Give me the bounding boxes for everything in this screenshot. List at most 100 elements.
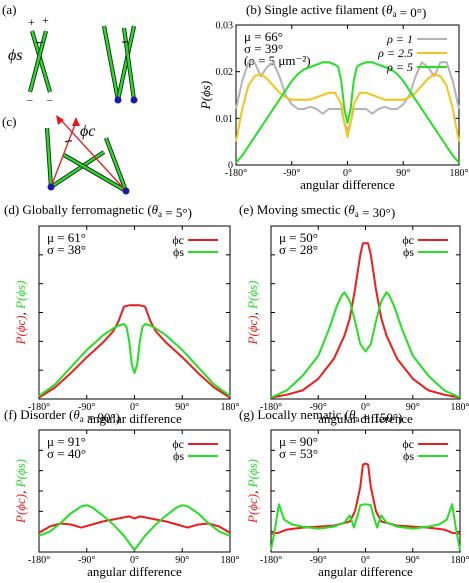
filament — [122, 27, 136, 101]
x-axis-label: angular difference — [318, 411, 413, 426]
panel-label: (d) — [4, 202, 22, 217]
y-axis-label: P(ϕs) — [198, 81, 213, 110]
x-tick-label: -180° — [260, 555, 282, 566]
title-text-part: = 5°) — [162, 205, 192, 220]
legend-label: ϕs — [403, 245, 414, 259]
annotation: μ = 61° — [47, 230, 86, 245]
plus-mark-2: + — [42, 13, 49, 27]
title-theta: θ — [152, 202, 159, 217]
panel-label: (g) — [239, 407, 257, 422]
series-line-ϕc — [270, 462, 461, 535]
filament — [63, 153, 127, 193]
arrowhead-icon — [56, 115, 64, 125]
y-tick-label: 0.01 — [216, 114, 234, 125]
y-axis-label: P(ϕc), P(ϕs) — [13, 281, 28, 346]
series-line-ϕs — [38, 323, 231, 397]
y-axis-label-part: P(ϕs) — [13, 459, 28, 488]
chart-title: (d) Globally ferromagnetic (θa = 5°) — [4, 202, 192, 220]
filament — [50, 150, 105, 189]
legend-label: ρ = 1 — [386, 32, 413, 46]
x-tick-label: 180° — [450, 168, 469, 179]
legend-label: ρ = 2.5 — [377, 46, 413, 60]
annotation: σ = 40° — [47, 446, 86, 461]
filament — [102, 25, 120, 101]
title-text-part: = 90°) — [84, 410, 120, 425]
chart-panel-b: (b) Single active filament (θa = 0°) -180… — [198, 2, 469, 192]
title-text-part: Globally ferromagnetic ( — [22, 202, 151, 217]
series-line-ϕc — [38, 515, 231, 534]
annotation: σ = 28° — [279, 242, 318, 257]
legend-label: ϕs — [173, 449, 184, 463]
y-axis-label-part: P(ϕc) — [13, 494, 28, 524]
legend-label: ϕc — [402, 437, 414, 451]
x-tick-label: -90° — [310, 402, 327, 413]
filament-group — [44, 115, 130, 195]
x-tick-label: 180° — [221, 402, 240, 413]
x-tick-label: -180° — [260, 402, 282, 413]
y-axis-label-part: P(ϕc) — [245, 494, 260, 524]
x-tick-label: 0° — [130, 555, 139, 566]
title-text-part: Moving smectic ( — [257, 202, 349, 217]
legend-label: ϕc — [172, 233, 184, 247]
y-axis-label-part: , — [13, 487, 28, 494]
series-line-ϕs — [270, 291, 461, 399]
x-tick-label: 90° — [396, 168, 410, 179]
y-axis-label: P(ϕc), P(ϕs) — [13, 459, 28, 524]
chart-title: (g) Locally nematic (θa = 150°) — [239, 407, 402, 425]
x-tick-label: 180° — [451, 402, 469, 413]
x-axis-label: angular difference — [87, 564, 182, 579]
plus-mark-1: + — [28, 15, 35, 29]
x-tick-label: 180° — [451, 555, 469, 566]
legend-label: ϕs — [173, 245, 184, 259]
annotation: σ = 39° — [244, 41, 283, 56]
x-axis-label: angular difference — [300, 177, 395, 192]
minus-mark-1: – — [26, 94, 33, 106]
filament-end-dot — [130, 96, 138, 104]
title-text-part: = 0°) — [396, 5, 426, 20]
title-theta-sub: a — [356, 414, 360, 424]
filament-end-dot — [122, 187, 130, 195]
legend-label: ϕc — [402, 233, 414, 247]
x-tick-label: -90° — [310, 555, 327, 566]
annotation: σ = 53° — [279, 446, 318, 461]
panel-label: (b) — [246, 2, 264, 17]
title-theta-sub: a — [158, 209, 162, 219]
filament — [116, 25, 136, 101]
annotation: (ρ = 5 μm⁻²) — [244, 53, 311, 68]
series-line-ρ = 2.5 — [235, 73, 460, 142]
panel-label: (f) — [4, 407, 20, 422]
filament-end-dot — [47, 183, 55, 191]
x-tick-label: 0° — [361, 402, 370, 413]
x-tick-label: -180° — [28, 555, 50, 566]
antiparallel-filament-pair — [27, 30, 53, 93]
y-axis-label-part: , — [245, 309, 260, 316]
title-theta: θ — [348, 202, 355, 217]
x-tick-label: -90° — [283, 168, 300, 179]
x-tick-label: -180° — [225, 168, 247, 179]
filament-end-dot — [114, 96, 122, 104]
parallel-filament-pair — [101, 25, 138, 104]
y-axis-label: P(ϕc), P(ϕs) — [245, 281, 260, 346]
panel-label-c: (c) — [2, 114, 16, 129]
y-axis-label-part: P(ϕc) — [245, 315, 260, 345]
chart-panel-d: (d) Globally ferromagnetic (θa = 5°)-180… — [4, 202, 240, 426]
title-text-part: Disorder ( — [20, 407, 73, 422]
title-text-part: = 150°) — [360, 410, 403, 425]
y-axis-label-part: , — [13, 309, 28, 316]
x-tick-label: -90° — [78, 402, 95, 413]
annotation: μ = 66° — [244, 29, 283, 44]
title-text-part: = 30°) — [359, 205, 395, 220]
legend-label: ϕs — [403, 449, 414, 463]
annotation: μ = 90° — [279, 434, 318, 449]
angle-arc — [64, 140, 73, 143]
y-tick-label: 0.03 — [216, 21, 234, 32]
minus-mark-2: – — [46, 94, 53, 106]
chart-title: (b) Single active filament (θa = 0°) — [246, 2, 426, 20]
title-theta: θ — [349, 407, 356, 422]
center-vector-arrow — [59, 118, 127, 192]
filament — [28, 30, 48, 93]
annotation: σ = 38° — [47, 242, 86, 257]
y-axis-label-part: P(ϕs) — [245, 281, 260, 310]
